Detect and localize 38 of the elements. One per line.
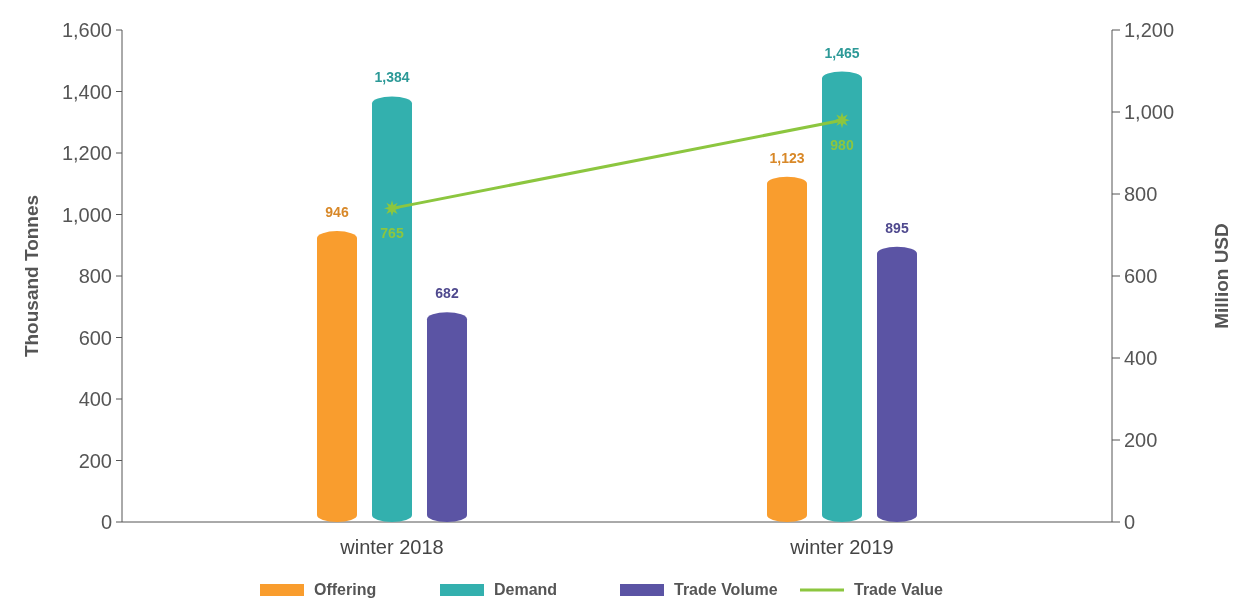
y2-axis-title: Million USD (1211, 223, 1232, 329)
y-axis-title: Thousand Tonnes (21, 194, 42, 358)
x-tick-label: winter 2019 (789, 536, 894, 558)
data-label: 1,123 (769, 149, 805, 166)
data-label: 980 (830, 137, 854, 154)
bar (427, 312, 467, 522)
data-label: 946 (325, 204, 349, 221)
y2-tick-label: 1,200 (1124, 19, 1175, 41)
bar (767, 176, 807, 522)
data-label: 895 (885, 219, 909, 236)
y-tick-label: 1,600 (61, 19, 112, 41)
legend-label: Trade Value (854, 581, 944, 598)
data-label: 682 (435, 285, 459, 302)
bar (317, 231, 357, 522)
y2-tick-label: 0 (1124, 511, 1136, 533)
legend-label: Trade Volume (674, 581, 778, 598)
bar (822, 71, 862, 522)
y2-tick-label: 200 (1124, 429, 1158, 451)
y2-tick-label: 1,000 (1124, 101, 1175, 123)
data-label: 765 (380, 225, 404, 242)
y2-tick-label: 800 (1124, 183, 1158, 205)
x-tick-label: winter 2018 (339, 536, 444, 558)
data-label: 1,465 (824, 44, 860, 61)
y-tick-label: 800 (78, 265, 112, 287)
bar (372, 96, 412, 522)
y-tick-label: 400 (78, 388, 112, 410)
y2-tick-label: 600 (1124, 265, 1158, 287)
y-tick-label: 0 (100, 511, 112, 533)
y-tick-label: 1,200 (61, 142, 112, 164)
y-tick-label: 1,400 (61, 80, 112, 103)
y-tick-label: 600 (78, 326, 112, 349)
legend-label: Offering (314, 581, 377, 598)
bar (877, 246, 917, 522)
y2-tick-label: 400 (1124, 347, 1158, 369)
y-tick-label: 200 (78, 449, 112, 472)
legend-label: Demand (494, 581, 558, 598)
data-label: 1,384 (374, 69, 410, 86)
y-tick-label: 1,000 (61, 203, 112, 226)
